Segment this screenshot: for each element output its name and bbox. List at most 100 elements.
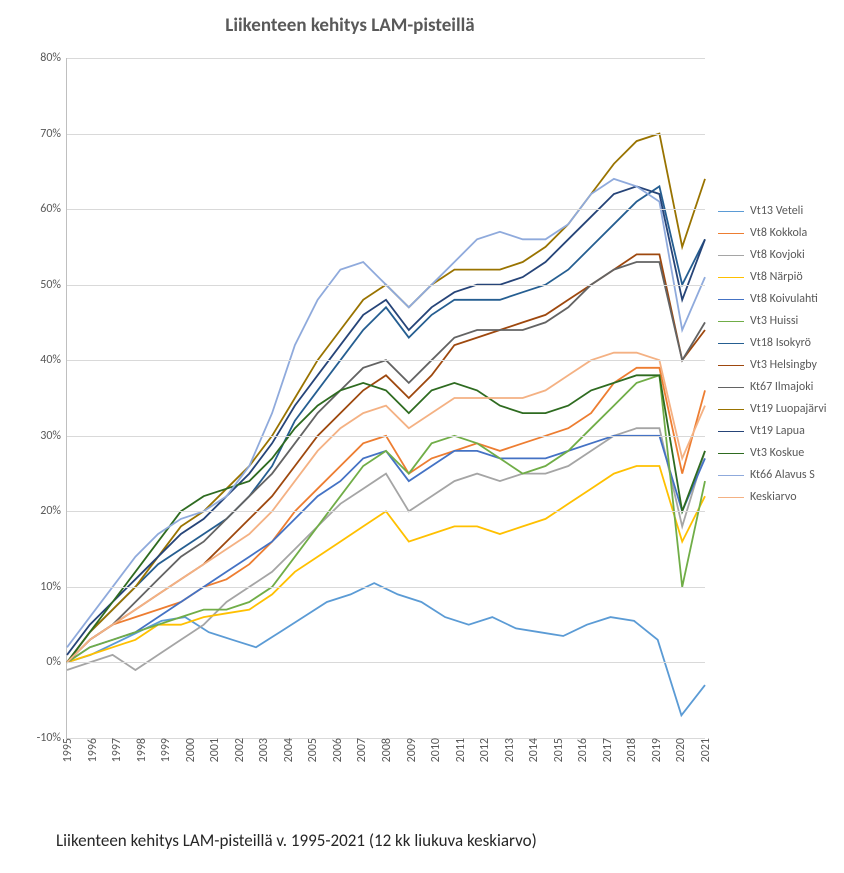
legend-label: Vt8 Kokkola: [750, 226, 807, 240]
x-tick-label: 2021: [697, 738, 713, 762]
series-line: [67, 179, 705, 647]
legend-swatch: [718, 387, 744, 388]
x-tick-label: 2002: [231, 738, 247, 762]
legend-swatch: [718, 255, 744, 256]
x-tick-label: 2010: [427, 738, 443, 762]
x-tick-label: 1998: [133, 738, 149, 762]
series-line: [67, 262, 705, 662]
legend-item: Vt19 Lapua: [718, 420, 827, 442]
y-tick-label: 60%: [21, 202, 67, 216]
legend-item: Vt8 Närpiö: [718, 266, 827, 288]
series-line: [67, 375, 705, 662]
legend-label: Keskiarvo: [750, 490, 797, 504]
x-tick-label: 2016: [574, 738, 590, 762]
legend-item: Kt66 Alavus S: [718, 464, 827, 486]
series-line: [67, 353, 705, 663]
legend-item: Vt8 Kovjoki: [718, 244, 827, 266]
legend-item: Vt19 Luopajärvi: [718, 398, 827, 420]
y-tick-label: 30%: [21, 429, 67, 443]
legend-swatch: [718, 277, 744, 278]
x-tick-label: 2006: [329, 738, 345, 762]
legend-item: Vt3 Huissi: [718, 310, 827, 332]
x-tick-label: 2020: [672, 738, 688, 762]
legend-swatch: [718, 497, 744, 498]
y-tick-label: 40%: [21, 353, 67, 367]
legend-item: Vt3 Helsingby: [718, 354, 827, 376]
gridline: [67, 436, 705, 437]
legend-swatch: [718, 431, 744, 432]
legend-swatch: [718, 211, 744, 212]
y-tick-label: 0%: [21, 655, 67, 669]
legend-swatch: [718, 343, 744, 344]
legend-item: Keskiarvo: [718, 486, 827, 508]
x-tick-label: 2018: [623, 738, 639, 762]
gridline: [67, 587, 705, 588]
x-tick-label: 1996: [84, 738, 100, 762]
gridline: [67, 134, 705, 135]
x-tick-label: 2015: [550, 738, 566, 762]
legend-label: Vt3 Koskue: [750, 446, 804, 460]
x-tick-label: 2005: [304, 738, 320, 762]
x-tick-label: 1995: [59, 738, 75, 762]
legend-item: Vt8 Kokkola: [718, 222, 827, 244]
x-tick-label: 1997: [108, 738, 124, 762]
x-tick-label: 2008: [378, 738, 394, 762]
x-tick-label: 2014: [525, 738, 541, 762]
x-tick-label: 2012: [476, 738, 492, 762]
x-tick-label: 2003: [255, 738, 271, 762]
series-line: [67, 134, 705, 663]
legend-label: Kt67 Ilmajoki: [750, 380, 813, 394]
x-tick-label: 2013: [501, 738, 517, 762]
caption: Liikenteen kehitys LAM-pisteillä v. 1995…: [56, 830, 537, 851]
plot-area: Liikenteen muutos (12 kk liukuva keskiar…: [66, 58, 705, 739]
x-tick-label: 2011: [452, 738, 468, 762]
legend-label: Vt3 Helsingby: [750, 358, 817, 372]
x-tick-label: 2007: [353, 738, 369, 762]
x-tick-label: 2001: [206, 738, 222, 762]
legend-label: Vt19 Lapua: [750, 424, 805, 438]
x-tick-label: 2009: [403, 738, 419, 762]
gridline: [67, 285, 705, 286]
legend-item: Vt13 Veteli: [718, 200, 827, 222]
legend-swatch: [718, 321, 744, 322]
gridline: [67, 209, 705, 210]
gridline: [67, 360, 705, 361]
x-tick-label: 2004: [280, 738, 296, 762]
x-tick-label: 2017: [599, 738, 615, 762]
series-line: [67, 186, 705, 655]
legend-swatch: [718, 233, 744, 234]
gridline: [67, 58, 705, 59]
legend-label: Vt19 Luopajärvi: [750, 402, 827, 416]
legend-label: Vt18 Isokyrö: [750, 336, 811, 350]
legend: Vt13 Veteli Vt8 Kokkola Vt8 Kovjoki Vt8 När…: [718, 200, 827, 508]
legend-swatch: [718, 409, 744, 410]
series-line: [67, 375, 705, 662]
legend-label: Vt3 Huissi: [750, 314, 798, 328]
legend-item: Vt8 Koivulahti: [718, 288, 827, 310]
y-tick-label: 80%: [21, 51, 67, 65]
series-line: [67, 583, 705, 715]
series-line: [67, 466, 705, 662]
legend-label: Vt13 Veteli: [750, 204, 803, 218]
y-tick-label: 10%: [21, 580, 67, 594]
legend-swatch: [718, 453, 744, 454]
y-tick-label: 50%: [21, 278, 67, 292]
series-line: [67, 254, 705, 662]
legend-label: Kt66 Alavus S: [750, 468, 815, 482]
legend-item: Vt3 Koskue: [718, 442, 827, 464]
chart-title: Liikenteen kehitys LAM-pisteillä: [0, 14, 700, 37]
chart-container: Liikenteen kehitys LAM-pisteillä Liikent…: [0, 0, 844, 873]
legend-swatch: [718, 475, 744, 476]
gridline: [67, 511, 705, 512]
legend-swatch: [718, 365, 744, 366]
y-tick-label: 20%: [21, 504, 67, 518]
series-svg: [67, 58, 705, 738]
y-tick-label: 70%: [21, 127, 67, 141]
x-tick-label: 2000: [182, 738, 198, 762]
legend-item: Vt18 Isokyrö: [718, 332, 827, 354]
legend-swatch: [718, 299, 744, 300]
x-tick-label: 1999: [157, 738, 173, 762]
gridline: [67, 662, 705, 663]
legend-label: Vt8 Kovjoki: [750, 248, 805, 262]
legend-item: Kt67 Ilmajoki: [718, 376, 827, 398]
